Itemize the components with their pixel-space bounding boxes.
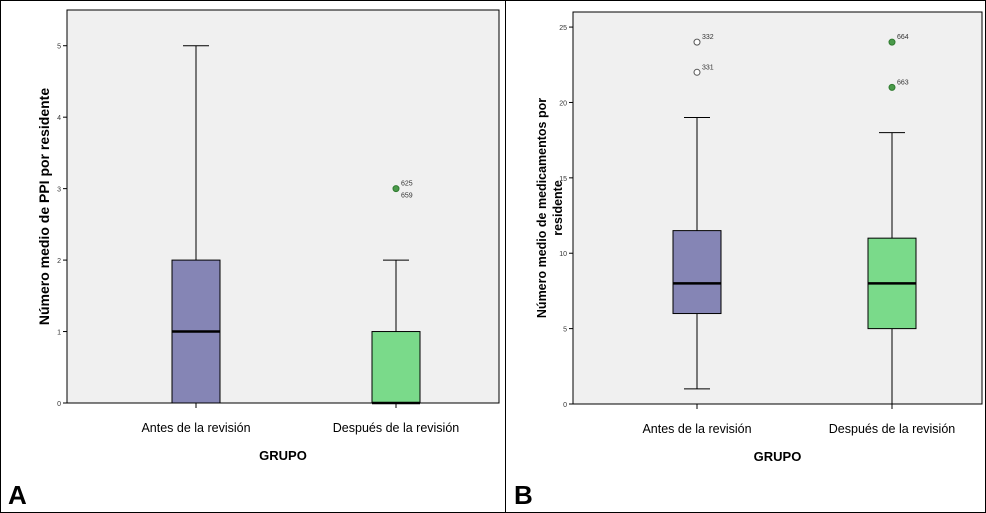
- outlier-point: [392, 185, 400, 193]
- y-tick-label: 5: [563, 327, 567, 334]
- y-tick-label: 5: [57, 44, 61, 51]
- y-tick-label: 20: [559, 100, 567, 107]
- x-category-label: Antes de la revisión: [141, 421, 250, 435]
- outlier-point: [693, 38, 701, 46]
- outlier-point: [888, 83, 896, 91]
- panel-letter-a: A: [8, 480, 27, 510]
- outlier-point: [693, 68, 701, 76]
- y-tick-label: 15: [559, 176, 567, 183]
- y-tick-label: 25: [559, 25, 567, 32]
- panel-letter-b: B: [514, 480, 533, 510]
- boxplot-chart-a: 0 1 2 3 4 5 Número medio de PPI por residente G…: [36, 9, 500, 463]
- outlier-label: 664: [897, 34, 909, 41]
- y-tick-label: 1: [57, 330, 61, 337]
- outlier-label: 659: [401, 193, 413, 200]
- x-category-label: Antes de la revisión: [642, 422, 751, 436]
- y-tick-label: 0: [563, 402, 567, 409]
- outlier-label: 663: [897, 79, 909, 86]
- outlier-label: 625: [401, 181, 413, 188]
- y-tick-label: 3: [57, 187, 61, 194]
- y-tick-label: 2: [57, 258, 61, 265]
- plot-area: [66, 9, 500, 404]
- boxplot-chart-b: 0 5 10 15 20 25 Número medio de medicamentos p…: [535, 11, 983, 464]
- y-tick-label: 4: [57, 115, 61, 122]
- x-category-label: Después de la revisión: [829, 422, 956, 436]
- box: [672, 230, 722, 315]
- outlier-label: 331: [702, 64, 714, 71]
- x-category-label: Después de la revisión: [333, 421, 460, 435]
- box: [371, 331, 421, 404]
- x-axis-label: GRUPO: [259, 448, 307, 463]
- panel-a: 0 1 2 3 4 5 Número medio de PPI por residente G…: [8, 9, 500, 510]
- y-axis-label: Número medio de PPI por residente: [36, 88, 52, 325]
- y-axis-label-line: residente: [551, 180, 565, 236]
- y-tick-label: 10: [559, 251, 567, 258]
- outlier-point: [888, 38, 896, 46]
- plot-area: [572, 11, 983, 405]
- outlier-label: 332: [702, 34, 714, 41]
- y-axis-label-line: Número medio de medicamentos por: [535, 98, 549, 318]
- y-tick-label: 0: [57, 401, 61, 408]
- panel-divider: [505, 0, 506, 513]
- panel-b: 0 5 10 15 20 25 Número medio de medicamentos p…: [506, 0, 986, 513]
- x-axis-label: GRUPO: [754, 449, 802, 464]
